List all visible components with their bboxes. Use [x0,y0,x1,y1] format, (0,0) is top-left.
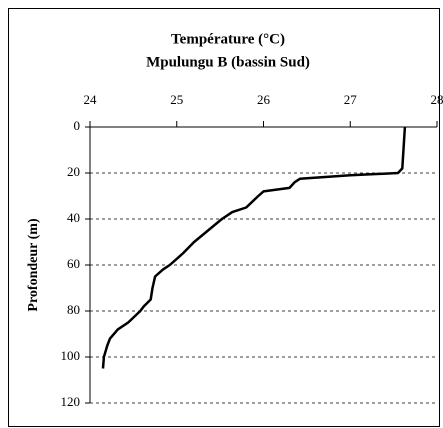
x-tick-label: 26 [257,92,271,107]
y-tick-label: 60 [67,256,80,271]
x-tick-label: 27 [344,92,358,107]
data-line [101,126,407,369]
y-tick-label: 20 [67,164,80,179]
chart-subtitle: Mpulungu B (bassin Sud) [146,54,310,70]
y-tick-label: 0 [74,118,81,133]
y-tick-label: 100 [61,348,81,363]
y-tick-label: 40 [67,210,80,225]
chart-title: Température (°C) [171,31,285,47]
y-axis-title: Profondeur (m) [26,218,41,312]
x-tick-label: 24 [84,92,98,107]
y-tick-label: 120 [61,394,81,409]
x-tick-label: 25 [170,92,183,107]
y-tick-label: 80 [67,302,80,317]
x-tick-label: 28 [431,92,443,107]
frame [8,8,440,427]
